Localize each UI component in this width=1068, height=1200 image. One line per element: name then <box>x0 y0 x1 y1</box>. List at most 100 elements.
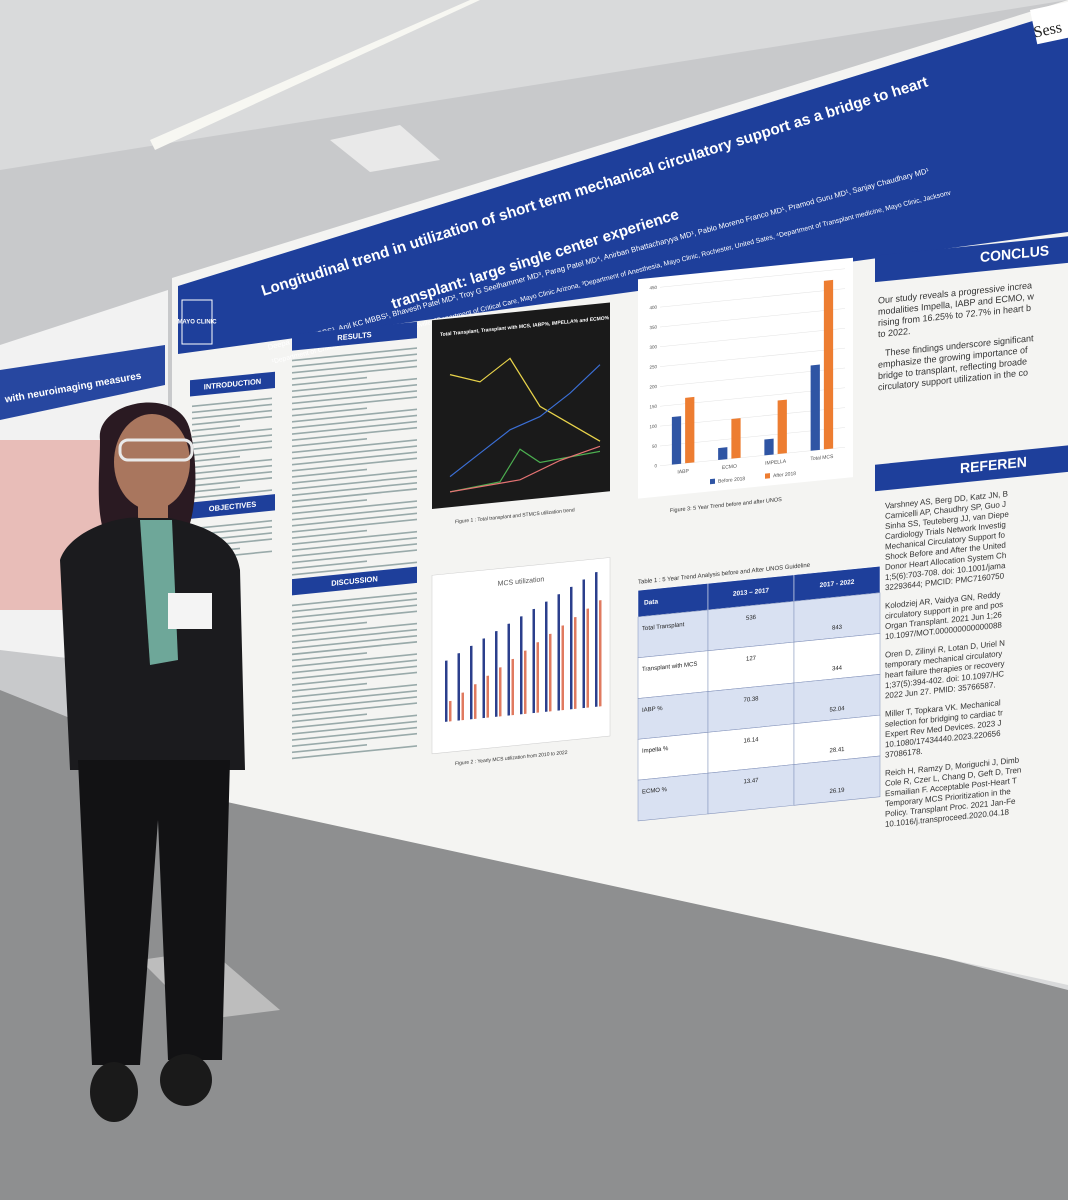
bar <box>810 364 820 451</box>
text-line <box>292 518 417 533</box>
pants <box>78 760 230 1065</box>
text-line <box>292 377 417 393</box>
y-tick-label: 100 <box>650 424 658 430</box>
conclusion-line: to 2022. <box>878 326 911 339</box>
chart-2-bar <box>457 653 460 721</box>
legend-swatch <box>710 478 715 485</box>
text-line <box>292 592 417 607</box>
table-cell-text: 536 <box>746 615 757 622</box>
text-line <box>292 665 417 680</box>
session-sign <box>1030 1 1068 45</box>
text-line <box>292 537 417 552</box>
text-line <box>192 440 272 450</box>
text-line <box>192 415 272 426</box>
chart-1-line <box>449 357 601 442</box>
ceiling-light <box>150 0 480 150</box>
legend-label: Before 2018 <box>718 476 745 485</box>
bar <box>685 396 695 464</box>
shoe <box>90 1062 138 1122</box>
table-cell-text: Total Transplant <box>642 622 685 632</box>
x-tick-label: IABP <box>677 468 689 475</box>
text-line <box>292 512 417 527</box>
chart-2-bar <box>536 642 539 713</box>
text-line <box>292 743 367 754</box>
table-cell-text: 16.14 <box>744 737 760 745</box>
text-line <box>292 659 417 674</box>
chart-3-background <box>638 257 853 499</box>
text-line <box>192 458 272 469</box>
text-line <box>292 745 417 760</box>
chart-2-bar <box>461 692 464 721</box>
y-tick-label: 450 <box>650 285 658 291</box>
section-heading <box>190 494 275 519</box>
text-line <box>292 641 417 656</box>
text-line <box>292 384 417 399</box>
text-line <box>192 434 272 444</box>
x-tick-label: Total MCS <box>810 454 834 462</box>
person <box>60 402 245 1122</box>
grid-line <box>660 308 845 328</box>
logo-shield <box>181 299 213 345</box>
table-cell-text: Transplant with MCS <box>642 662 697 674</box>
text-line <box>292 529 367 539</box>
table-cell <box>637 691 709 740</box>
text-line <box>192 489 272 499</box>
text-line <box>292 652 367 662</box>
text-line <box>292 390 417 405</box>
y-tick-label: 350 <box>650 324 658 330</box>
section-heading <box>875 235 1068 283</box>
text-line <box>192 428 272 438</box>
text-line <box>292 353 417 368</box>
table-cell-text: 70.38 <box>744 696 760 704</box>
text-line <box>292 408 417 423</box>
logo-text: MAYO CLINIC <box>177 320 217 326</box>
text-line <box>192 455 240 463</box>
chart-2-bar <box>545 601 548 712</box>
text-line <box>192 519 272 530</box>
section-heading-text: CONCLUS <box>980 243 1049 266</box>
text-line <box>292 481 417 497</box>
chart-2-bar <box>499 667 502 717</box>
text-line <box>292 500 417 515</box>
chart-2-bar <box>595 572 598 707</box>
text-line <box>192 470 272 481</box>
text-line <box>292 690 417 705</box>
table-cell <box>637 732 709 781</box>
table-header-text: 2013 – 2017 <box>733 587 769 598</box>
text-line <box>192 403 272 414</box>
text-line <box>292 396 417 411</box>
session-sign-text: Sess <box>1032 19 1063 42</box>
chart-2-bar <box>482 638 485 719</box>
shoe <box>160 1054 212 1106</box>
text-line <box>292 713 367 723</box>
carpet <box>0 690 1068 1200</box>
chart-2-bar <box>570 586 573 710</box>
text-line <box>292 365 417 380</box>
x-tick-label: ECMO <box>722 464 737 472</box>
vent <box>330 125 440 172</box>
grid-line <box>660 288 845 308</box>
chart-2-bar <box>586 608 589 708</box>
text-line <box>292 604 417 619</box>
section-heading <box>875 444 1068 492</box>
text-line <box>292 598 417 613</box>
text-line <box>192 464 272 475</box>
bar <box>731 418 741 459</box>
text-line <box>292 469 417 484</box>
text-line <box>292 437 367 448</box>
table-cell <box>793 755 881 806</box>
y-tick-label: 250 <box>650 364 658 370</box>
table-cell-text: Impella % <box>642 746 669 755</box>
text-line <box>292 426 417 441</box>
text-line <box>292 610 417 625</box>
text-line <box>292 407 367 417</box>
text-line <box>292 683 417 699</box>
bar <box>777 399 787 455</box>
reference-line: 37086178. <box>885 747 923 760</box>
table-cell-text: 28.41 <box>830 747 846 755</box>
table-cell-text: IABP % <box>642 706 663 714</box>
bar <box>718 447 728 460</box>
poster-content: INTRODUCTIONOBJECTIVESRESULTSDISCUSSIONT… <box>190 235 1068 829</box>
text-line <box>292 347 417 362</box>
